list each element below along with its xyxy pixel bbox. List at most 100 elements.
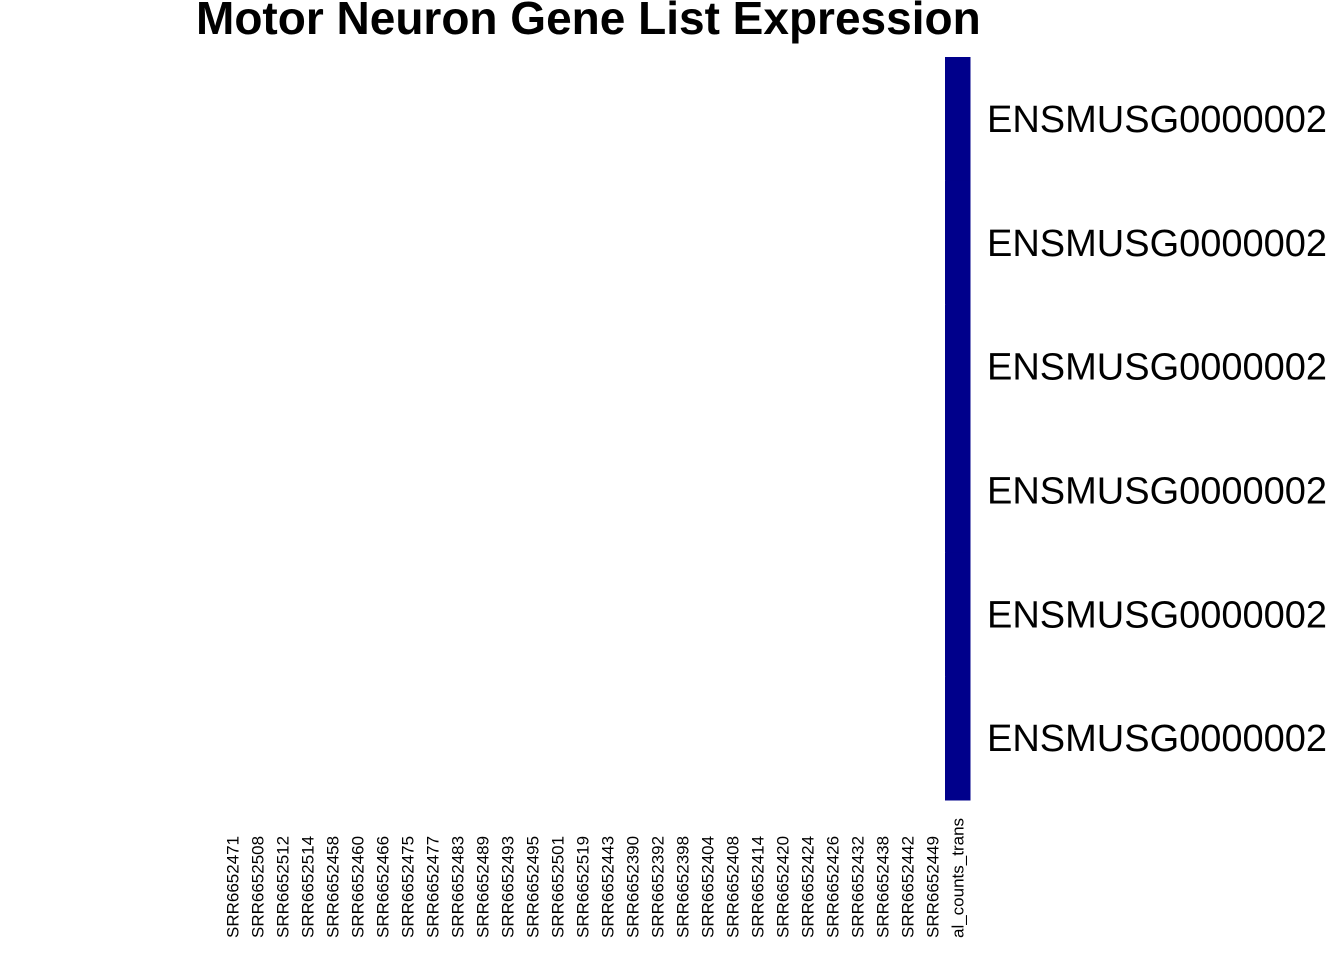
chart-title: Motor Neuron Gene List Expression (196, 0, 981, 44)
heatmap-cell (320, 428, 346, 553)
heatmap-cell (345, 676, 371, 801)
row-label: ENSMUSG0000002 (987, 470, 1327, 512)
heatmap-cell (895, 552, 921, 677)
heatmap-cell (645, 552, 671, 677)
column-label: SRR6652432 (849, 836, 868, 938)
heatmap-cell (345, 180, 371, 306)
heatmap-cell (595, 552, 621, 677)
heatmap-cell (270, 428, 296, 553)
heatmap-cell (220, 552, 246, 677)
heatmap-cell (845, 304, 871, 429)
heatmap-cell (620, 552, 646, 677)
heatmap-cell (595, 428, 621, 553)
heatmap-cell (295, 676, 321, 801)
heatmap-cell (820, 552, 846, 677)
heatmap-cell (645, 428, 671, 553)
heatmap-cell (745, 428, 771, 553)
heatmap-cell (920, 180, 946, 306)
column-label: SRR6652493 (499, 836, 518, 938)
heatmap-cell (495, 428, 521, 553)
column-label: SRR6652442 (899, 836, 918, 938)
heatmap-cell (670, 428, 696, 553)
heatmap-cell (470, 57, 496, 182)
heatmap-cell (295, 57, 321, 182)
column-label: SRR6652443 (599, 836, 618, 938)
heatmap-cell (695, 552, 721, 677)
heatmap-cell (570, 428, 596, 553)
heatmap-cell (870, 304, 896, 429)
heatmap-cell (645, 676, 671, 801)
heatmap-cell (370, 180, 396, 306)
heatmap-cell (495, 180, 521, 306)
heatmap-cell (345, 57, 371, 182)
heatmap-cell (370, 676, 396, 801)
heatmap-cells (220, 57, 971, 801)
row-label: ENSMUSG0000002 (987, 223, 1327, 265)
column-label: SRR6652390 (624, 836, 643, 938)
heatmap-cell (245, 57, 271, 182)
heatmap-cell (745, 304, 771, 429)
heatmap-cell (470, 180, 496, 306)
heatmap-cell (320, 57, 346, 182)
column-label: SRR6652408 (724, 836, 743, 938)
heatmap-cell (245, 180, 271, 306)
heatmap-cell (220, 676, 246, 801)
heatmap-cell (820, 428, 846, 553)
heatmap-cell (570, 552, 596, 677)
column-label: SRR6652489 (474, 836, 493, 938)
heatmap-cell (695, 676, 721, 801)
column-label: SRR6652483 (449, 836, 468, 938)
heatmap-cell (720, 180, 746, 306)
heatmap-cell (620, 304, 646, 429)
heatmap-cell (370, 552, 396, 677)
heatmap-cell (545, 428, 571, 553)
heatmap-cell (420, 676, 446, 801)
heatmap-cell (570, 57, 596, 182)
heatmap-cell (370, 304, 396, 429)
heatmap-cell (795, 180, 821, 306)
heatmap-cell (670, 180, 696, 306)
heatmap-cell (620, 676, 646, 801)
heatmap-cell (220, 428, 246, 553)
heatmap-cell (395, 676, 421, 801)
heatmap-cell (645, 304, 671, 429)
heatmap-cell (770, 676, 796, 801)
heatmap-cell (295, 552, 321, 677)
heatmap-cell (895, 180, 921, 306)
heatmap-cell (720, 552, 746, 677)
heatmap-cell (345, 552, 371, 677)
heatmap-cell (770, 180, 796, 306)
heatmap-cell (770, 552, 796, 677)
heatmap-cell (520, 676, 546, 801)
heatmap-cell (245, 428, 271, 553)
column-label: SRR6652471 (224, 836, 243, 938)
heatmap-cell (420, 57, 446, 182)
heatmap-cell (445, 304, 471, 429)
heatmap-cell (670, 676, 696, 801)
heatmap-cell (745, 676, 771, 801)
heatmap-cell (920, 552, 946, 677)
column-label: SRR6652392 (649, 836, 668, 938)
heatmap-cell (570, 676, 596, 801)
heatmap-cell (270, 676, 296, 801)
heatmap-cell (570, 180, 596, 306)
column-label: SRR6652512 (274, 836, 293, 938)
heatmap-cell (770, 57, 796, 182)
heatmap-cell (370, 428, 396, 553)
column-label: SRR6652404 (699, 836, 718, 938)
heatmap-cell (645, 180, 671, 306)
column-labels: SRR6652471 SRR6652508 SRR6652512 SRR6652514… (224, 818, 968, 938)
heatmap-cell (745, 552, 771, 677)
heatmap-cell (245, 552, 271, 677)
heatmap-cell (820, 57, 846, 182)
heatmap-cell (495, 676, 521, 801)
heatmap-cell (345, 304, 371, 429)
heatmap-cell (245, 676, 271, 801)
heatmap-cell (245, 304, 271, 429)
column-label: SRR6652466 (374, 836, 393, 938)
heatmap-cell (320, 304, 346, 429)
column-label: SRR6652460 (349, 836, 368, 938)
heatmap-cell (695, 180, 721, 306)
heatmap-cell (670, 304, 696, 429)
